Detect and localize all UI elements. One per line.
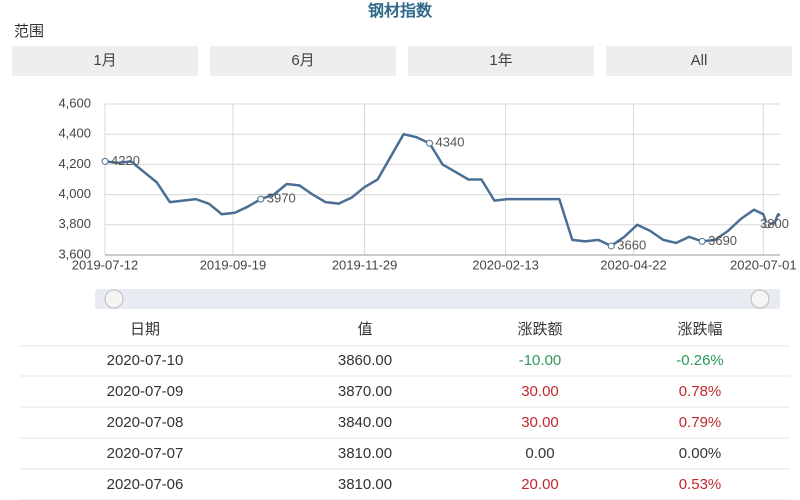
navigator-handle[interactable]	[750, 289, 770, 309]
range-button-label[interactable]: 1年	[489, 52, 512, 69]
range-button[interactable]	[210, 46, 396, 76]
table-cell: 30.00	[521, 383, 559, 400]
table-cell: 2020-07-06	[107, 476, 184, 493]
table-cell: 3860.00	[338, 352, 392, 369]
y-tick-label: 4,600	[58, 95, 91, 110]
point-marker	[257, 195, 265, 203]
y-tick-label: 4,200	[58, 156, 91, 171]
point-marker	[698, 237, 706, 245]
table-cell: 0.00%	[679, 445, 722, 462]
x-tick-label: 2020-04-22	[600, 257, 667, 272]
table-header: 日期	[130, 321, 160, 338]
x-tick-label: 2020-07-01	[730, 257, 797, 272]
value-label: 3690	[708, 233, 737, 248]
value-label: 3970	[267, 191, 296, 206]
line	[104, 132, 781, 248]
navigator[interactable]	[95, 289, 780, 309]
value-label: 4340	[436, 135, 465, 150]
range-button-label[interactable]: All	[691, 52, 708, 69]
title: 钢材指数	[368, 1, 433, 20]
table-cell: -10.00	[519, 352, 562, 369]
table-cell: 0.53%	[679, 476, 722, 493]
range-button[interactable]	[606, 46, 792, 76]
table-cell: 0.00	[525, 445, 554, 462]
range-label: 范围	[14, 23, 44, 40]
value-label: 3800	[760, 216, 789, 231]
table-cell: 20.00	[521, 476, 559, 493]
range-button[interactable]	[12, 46, 198, 76]
table-cell: 30.00	[521, 414, 559, 431]
y-tick-label: 3,800	[58, 216, 91, 231]
navigator-handle[interactable]	[104, 289, 124, 309]
y-tick-label: 4,400	[58, 126, 91, 141]
x-tick-label: 2019-09-19	[200, 257, 267, 272]
table-cell: 2020-07-08	[107, 414, 184, 431]
table-cell: 2020-07-09	[107, 383, 184, 400]
value-label: 4220	[111, 153, 140, 168]
y-tick-label: 3,600	[58, 246, 91, 261]
x-tick-label: 2019-11-29	[332, 257, 398, 272]
table-header: 值	[357, 321, 372, 338]
table-cell: 3840.00	[338, 414, 392, 431]
table-cell: 3810.00	[338, 445, 392, 462]
x-tick-label: 2019-07-12	[72, 257, 139, 272]
table-cell: -0.26%	[676, 352, 724, 369]
table-cell: 3810.00	[338, 476, 392, 493]
x-tick-label: 2020-02-13	[472, 257, 539, 272]
range-button-label[interactable]: 6月	[291, 52, 314, 69]
table-header: 涨跌幅	[677, 321, 722, 338]
value-label: 3660	[617, 237, 646, 252]
range-button[interactable]	[408, 46, 594, 76]
point-marker	[763, 221, 771, 229]
table-cell: 3870.00	[338, 383, 392, 400]
range-button-label[interactable]: 1月	[93, 52, 116, 69]
y-tick-label: 4,000	[58, 186, 91, 201]
table-cell: 2020-07-07	[107, 445, 184, 462]
point-marker	[426, 139, 434, 147]
table-cell: 2020-07-10	[107, 352, 184, 369]
table-cell: 0.78%	[679, 383, 722, 400]
table-header: 涨跌额	[517, 321, 562, 338]
table-cell: 0.79%	[679, 414, 722, 431]
point-marker	[101, 157, 109, 165]
point-marker	[607, 242, 615, 250]
